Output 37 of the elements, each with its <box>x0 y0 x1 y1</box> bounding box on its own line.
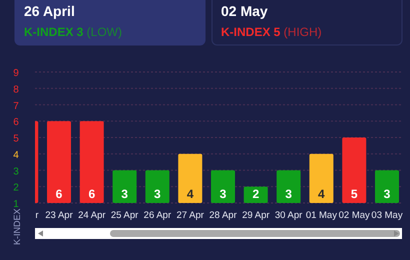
x-tick-label: 29 Apr <box>242 210 270 221</box>
data-label: 3 <box>154 187 162 201</box>
data-label: 3 <box>285 187 292 201</box>
text: 02 May <box>221 3 268 19</box>
data-label: 6 <box>56 187 63 201</box>
data-label: 2 <box>252 187 260 201</box>
y-tick-label: 4 <box>13 150 20 161</box>
x-tick-label: 24 Apr <box>78 210 106 221</box>
x-tick-label: 27 Apr <box>176 210 204 221</box>
y-tick-label: 7 <box>13 100 20 112</box>
x-tick-label: 23 Apr <box>45 210 73 221</box>
y-tick-label: 5 <box>13 134 20 144</box>
text: 26 April <box>24 3 75 19</box>
data-label: 5 <box>350 187 358 201</box>
y-tick-label: 3 <box>13 166 20 178</box>
data-label: 4 <box>186 187 194 201</box>
x-tick-label: 02 May <box>338 210 370 221</box>
y-tick-label: 9 <box>13 68 20 79</box>
x-tick-label: 25 Apr <box>110 210 138 221</box>
data-label: 3 <box>384 187 391 201</box>
y-axis-title: K-INDEX <box>12 208 22 245</box>
y-tick-label: 8 <box>13 84 20 96</box>
y-tick-label: 2 <box>13 182 20 194</box>
x-tick-label: 01 May <box>306 210 338 221</box>
x-tick-label: 03 May <box>371 210 403 221</box>
text: K-INDEX 5 (HIGH) <box>221 25 322 39</box>
data-label: 6 <box>88 187 96 201</box>
y-tick-label: 6 <box>13 117 20 128</box>
x-tick-label: 28 Apr <box>209 210 237 221</box>
x-tick-label: 30 Apr <box>274 210 302 221</box>
x-tick-label: 26 Apr <box>144 210 172 221</box>
data-label: 3 <box>220 187 227 201</box>
y-tick-label: 1 <box>13 199 20 210</box>
data-label: 3 <box>121 187 128 201</box>
x-tick-label: r <box>35 210 39 221</box>
data-label: 4 <box>318 187 326 201</box>
text: K-INDEX 3 (LOW) <box>24 25 122 39</box>
